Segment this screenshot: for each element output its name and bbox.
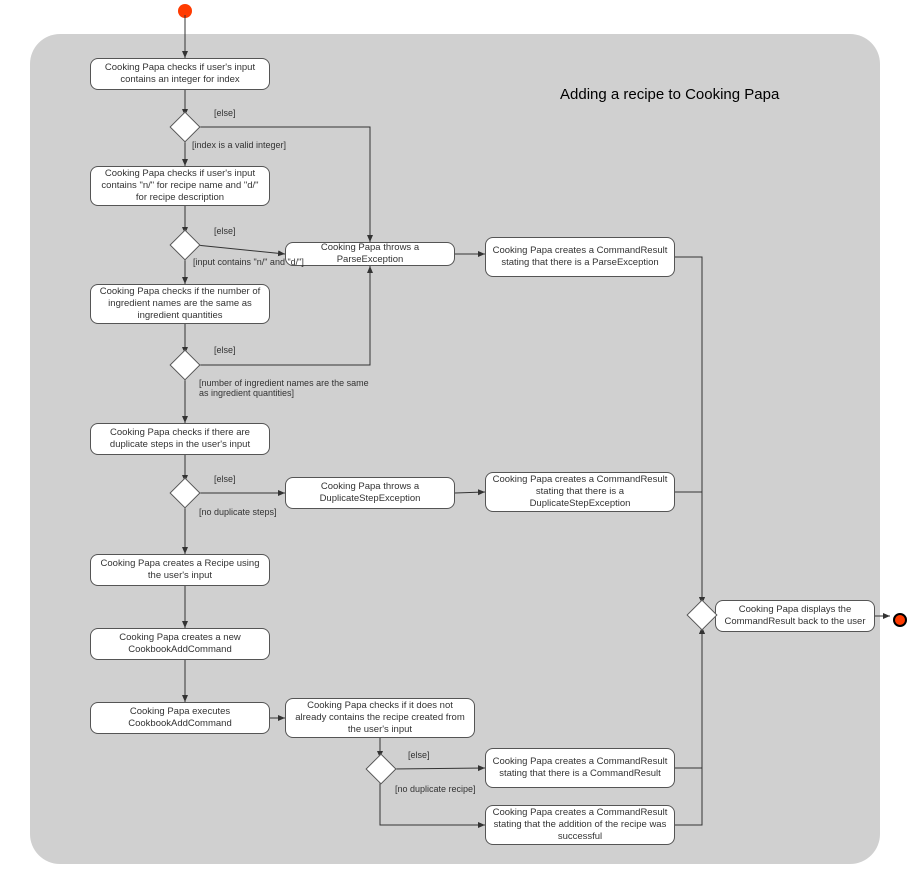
end-node [893, 613, 907, 627]
flow-node-n13: Cooking Papa creates a CommandResult sta… [485, 748, 675, 788]
diagram-title: Adding a recipe to Cooking Papa [560, 86, 779, 103]
guard-label: [input contains "n/" and "d/"] [193, 257, 304, 267]
guard-label: [number of ingredient names are the same… [199, 378, 369, 398]
flow-node-n5: Cooking Papa creates a Recipe using the … [90, 554, 270, 586]
flow-node-n4: Cooking Papa checks if there are duplica… [90, 423, 270, 455]
guard-label: [else] [214, 474, 236, 484]
guard-label: [else] [214, 108, 236, 118]
flow-node-n1: Cooking Papa checks if user's input cont… [90, 58, 270, 90]
flow-node-n3: Cooking Papa checks if the number of ing… [90, 284, 270, 324]
flow-node-n2: Cooking Papa checks if user's input cont… [90, 166, 270, 206]
flow-node-n14: Cooking Papa creates a CommandResult sta… [485, 805, 675, 845]
start-node [178, 4, 192, 18]
flow-node-n15: Cooking Papa displays the CommandResult … [715, 600, 875, 632]
guard-label: [else] [214, 345, 236, 355]
guard-label: [else] [408, 750, 430, 760]
flow-node-n6: Cooking Papa creates a new CookbookAddCo… [90, 628, 270, 660]
flow-node-n12: Cooking Papa checks if it does not alrea… [285, 698, 475, 738]
guard-label: [index is a valid integer] [192, 140, 286, 150]
guard-label: [else] [214, 226, 236, 236]
flow-node-n8: Cooking Papa throws a ParseException [285, 242, 455, 266]
flow-node-n10: Cooking Papa throws a DuplicateStepExcep… [285, 477, 455, 509]
guard-label: [no duplicate steps] [199, 507, 277, 517]
guard-label: [no duplicate recipe] [395, 784, 476, 794]
flow-node-n9: Cooking Papa creates a CommandResult sta… [485, 237, 675, 277]
flow-node-n11: Cooking Papa creates a CommandResult sta… [485, 472, 675, 512]
flow-node-n7: Cooking Papa executes CookbookAddCommand [90, 702, 270, 734]
